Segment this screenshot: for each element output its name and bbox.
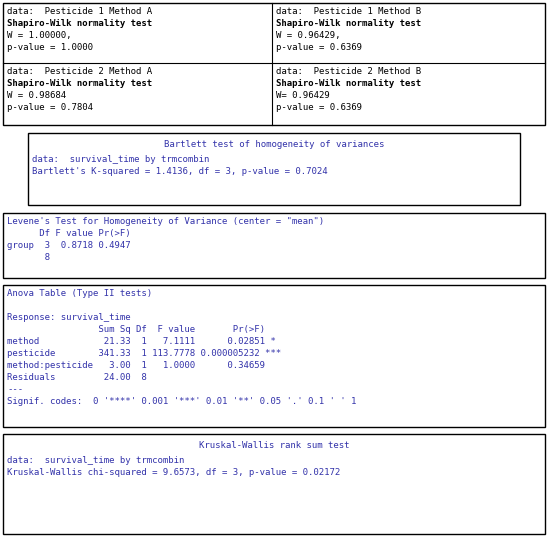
Text: data:  survival_time by trmcombin: data: survival_time by trmcombin <box>32 155 209 164</box>
Text: data:  Pesticide 2 Method A: data: Pesticide 2 Method A <box>7 67 152 76</box>
Text: Signif. codes:  0 '****' 0.001 '***' 0.01 '**' 0.05 '.' 0.1 ' ' 1: Signif. codes: 0 '****' 0.001 '***' 0.01… <box>7 397 356 406</box>
Bar <box>3 213 545 278</box>
Text: ---: --- <box>7 385 23 394</box>
Text: Sum Sq Df  F value       Pr(>F): Sum Sq Df F value Pr(>F) <box>7 325 281 334</box>
Text: Shapiro-Wilk normality test: Shapiro-Wilk normality test <box>7 79 152 88</box>
Text: Anova Table (Type II tests): Anova Table (Type II tests) <box>7 289 152 298</box>
Text: Levene's Test for Homogeneity of Variance (center = "mean"): Levene's Test for Homogeneity of Varianc… <box>7 217 324 226</box>
Text: Shapiro-Wilk normality test: Shapiro-Wilk normality test <box>276 79 421 88</box>
Text: p-value = 0.6369: p-value = 0.6369 <box>276 43 362 52</box>
Text: Shapiro-Wilk normality test: Shapiro-Wilk normality test <box>276 19 421 28</box>
Text: Response: survival_time: Response: survival_time <box>7 313 130 322</box>
Text: Bartlett's K-squared = 1.4136, df = 3, p-value = 0.7024: Bartlett's K-squared = 1.4136, df = 3, p… <box>32 167 328 176</box>
Text: Shapiro-Wilk normality test: Shapiro-Wilk normality test <box>7 19 152 28</box>
Text: W = 0.98684: W = 0.98684 <box>7 91 66 100</box>
Bar <box>28 133 520 205</box>
Text: data:  Pesticide 1 Method B: data: Pesticide 1 Method B <box>276 7 421 16</box>
Text: data:  Pesticide 2 Method B: data: Pesticide 2 Method B <box>276 67 421 76</box>
Text: 8: 8 <box>7 253 50 262</box>
Text: W = 1.00000,: W = 1.00000, <box>7 31 71 40</box>
Text: data:  survival_time by trmcombin: data: survival_time by trmcombin <box>7 456 184 465</box>
Bar <box>3 3 545 125</box>
Text: method:pesticide   3.00  1   1.0000      0.34659: method:pesticide 3.00 1 1.0000 0.34659 <box>7 361 281 370</box>
Text: Bartlett test of homogeneity of variances: Bartlett test of homogeneity of variance… <box>164 140 384 149</box>
Text: data:  Pesticide 1 Method A: data: Pesticide 1 Method A <box>7 7 152 16</box>
Text: method            21.33  1   7.1111      0.02851 *: method 21.33 1 7.1111 0.02851 * <box>7 337 281 346</box>
Text: Residuals         24.00  8: Residuals 24.00 8 <box>7 373 147 382</box>
Text: pesticide        341.33  1 113.7778 0.000005232 ***: pesticide 341.33 1 113.7778 0.000005232 … <box>7 349 281 358</box>
Bar <box>3 285 545 427</box>
Text: p-value = 1.0000: p-value = 1.0000 <box>7 43 93 52</box>
Text: Kruskal-Wallis chi-squared = 9.6573, df = 3, p-value = 0.02172: Kruskal-Wallis chi-squared = 9.6573, df … <box>7 468 340 477</box>
Text: p-value = 0.6369: p-value = 0.6369 <box>276 103 362 112</box>
Text: group  3  0.8718 0.4947: group 3 0.8718 0.4947 <box>7 241 130 250</box>
Text: W = 0.96429,: W = 0.96429, <box>276 31 340 40</box>
Bar <box>3 434 545 534</box>
Text: Df F value Pr(>F): Df F value Pr(>F) <box>7 229 130 238</box>
Text: W= 0.96429: W= 0.96429 <box>276 91 330 100</box>
Text: p-value = 0.7804: p-value = 0.7804 <box>7 103 93 112</box>
Text: Kruskal-Wallis rank sum test: Kruskal-Wallis rank sum test <box>199 441 349 450</box>
